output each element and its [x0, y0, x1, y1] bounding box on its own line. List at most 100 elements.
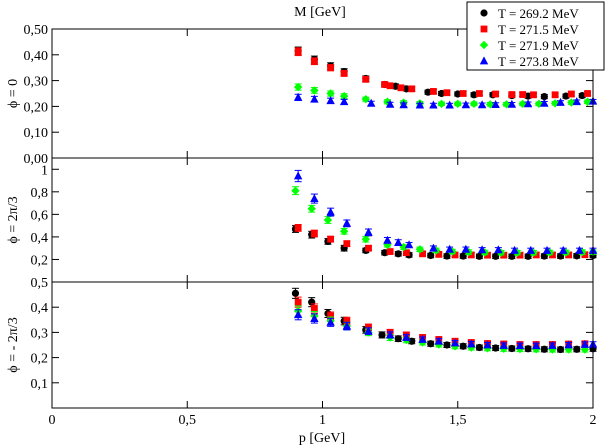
y-tick-label: 0,2	[31, 253, 49, 268]
data-point	[584, 90, 591, 97]
x-tick-label: 1,5	[449, 413, 467, 428]
data-point	[429, 243, 438, 252]
series-square	[294, 47, 592, 99]
chart-title: M [GeV]	[294, 5, 346, 20]
data-point	[415, 245, 425, 254]
data-point	[551, 91, 559, 99]
data-point	[450, 338, 460, 347]
data-point	[437, 89, 446, 98]
data-point	[402, 332, 411, 341]
data-point	[556, 252, 565, 260]
data-point	[578, 91, 586, 100]
data-point	[519, 91, 527, 98]
data-point	[385, 330, 395, 339]
data-point	[381, 249, 389, 257]
data-point	[340, 69, 348, 77]
panel-2: 0,2 0,4 0,6 0,8 1 ϕ = 2π/3	[6, 157, 598, 283]
data-point	[326, 207, 335, 216]
data-point	[477, 100, 487, 109]
data-point	[394, 335, 402, 343]
panels-group: 0,000,100,200,300,400,50ϕ = 00,20,40,60,…	[6, 23, 598, 428]
y-axis-title: ϕ = - 2π/3	[6, 317, 21, 372]
data-point	[443, 341, 451, 349]
series-triangle	[293, 309, 598, 350]
data-point	[408, 85, 416, 93]
data-point	[492, 252, 500, 260]
y-axis-title: ϕ = 2π/3	[6, 196, 21, 243]
data-point	[365, 244, 372, 252]
legend-label: T = 273.8 MeV	[498, 54, 579, 69]
data-point	[540, 98, 549, 107]
data-point	[404, 240, 414, 249]
data-point	[381, 81, 389, 88]
data-point	[445, 244, 454, 253]
legend-box	[466, 1, 605, 71]
data-point	[469, 99, 479, 109]
data-point	[418, 334, 427, 343]
data-point	[415, 100, 425, 109]
data-point	[427, 340, 435, 348]
data-point	[294, 48, 302, 56]
data-point	[461, 244, 471, 253]
y-tick-label: 0,4	[31, 301, 49, 316]
data-point	[573, 252, 581, 260]
data-point	[427, 251, 435, 260]
data-point	[435, 250, 443, 258]
data-point	[580, 339, 590, 348]
data-point	[508, 252, 516, 260]
legend-marker-square	[480, 25, 488, 33]
data-point	[361, 234, 370, 244]
data-point	[434, 336, 444, 345]
legend-entry: T = 271.9 MeV	[479, 38, 579, 53]
y-tick-label: 0,30	[24, 75, 49, 90]
data-point	[342, 321, 352, 330]
data-point	[424, 88, 432, 96]
legend-entry: T = 269.2 MeV	[480, 6, 579, 21]
data-point	[342, 218, 352, 227]
data-point	[540, 345, 548, 353]
data-point	[310, 313, 319, 322]
data-point	[402, 85, 410, 93]
data-point	[399, 100, 408, 109]
data-point	[523, 99, 533, 108]
data-point	[394, 237, 403, 246]
legend-label: T = 269.2 MeV	[498, 6, 579, 21]
x-tick-label: 0	[49, 413, 56, 428]
legend-entry: T = 273.8 MeV	[479, 54, 579, 69]
data-point	[564, 340, 573, 349]
data-point	[518, 99, 527, 109]
data-point	[491, 99, 500, 108]
data-point	[515, 341, 525, 350]
data-point	[378, 331, 386, 339]
data-point	[524, 252, 532, 260]
data-point	[310, 94, 319, 103]
data-point	[343, 240, 351, 248]
data-point	[397, 84, 405, 92]
y-tick-label: 0,20	[24, 100, 49, 115]
legend-label: T = 271.9 MeV	[498, 38, 579, 53]
y-tick-label: 0,50	[24, 23, 49, 38]
data-point	[327, 64, 335, 72]
data-point	[385, 99, 395, 108]
data-point	[508, 91, 516, 98]
data-point	[475, 90, 483, 97]
data-point	[540, 92, 548, 101]
data-point	[326, 96, 335, 105]
data-point	[310, 305, 318, 312]
y-tick-label: 1	[41, 163, 48, 178]
data-point	[383, 235, 392, 244]
y-tick-label: 0,3	[31, 326, 49, 341]
data-point	[454, 90, 462, 98]
data-point	[548, 345, 557, 354]
data-point	[475, 343, 483, 352]
data-point	[470, 91, 478, 99]
data-point	[293, 310, 303, 319]
data-point	[294, 298, 302, 306]
data-point	[567, 90, 575, 98]
data-point	[451, 251, 459, 259]
data-point	[531, 345, 541, 354]
series-triangle	[293, 169, 598, 254]
series-triangle	[293, 92, 598, 109]
panel-frame	[51, 281, 594, 409]
